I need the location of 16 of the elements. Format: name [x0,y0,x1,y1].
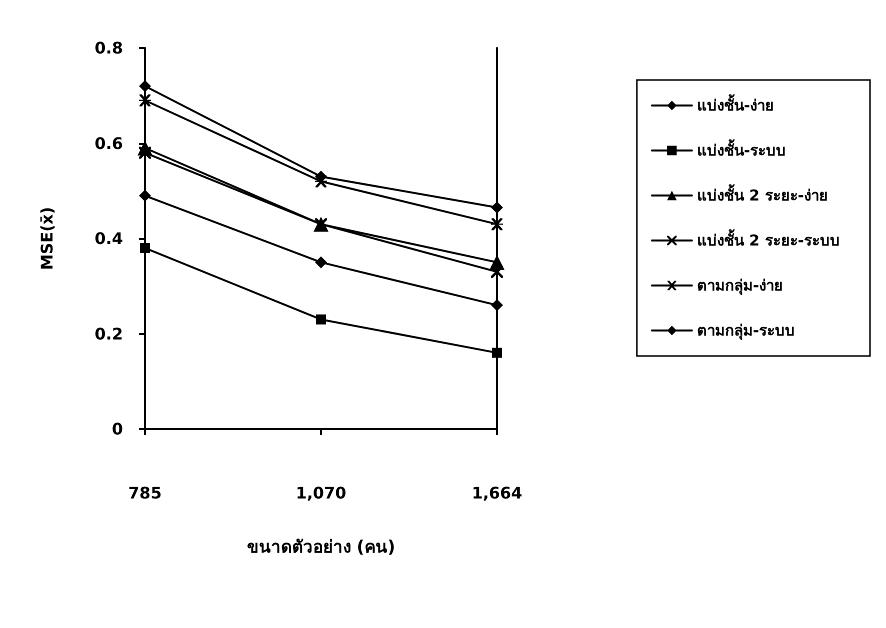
legend-label: ตามกลุ่ม-ระบบ [696,322,796,340]
x-tick-label: 785 [128,484,162,502]
y-tick-label: 0.6 [94,134,123,153]
legend-label: แบ่งชั้น-ระบบ [696,138,786,160]
y-tick-label: 0.4 [94,229,123,248]
y-tick-label: 0 [112,420,123,438]
legend-label: แบ่งชั้น 2 ระยะ-ง่าย [696,184,828,204]
x-tick-label: 1,664 [472,484,522,502]
x-tick-label: 1,070 [296,484,346,502]
legend-label: ตามกลุ่ม-ง่าย [696,276,784,296]
y-tick-label: 0.8 [94,38,123,58]
y-tick-label: 0.2 [94,324,123,344]
legend-label: แบ่งชั้น-ง่าย [696,94,774,114]
y-axis-title: MSE(x̄) [38,206,56,270]
x-axis-title: ขนาดตัวอย่าง (คน) [246,538,396,558]
legend-label: แบ่งชั้น 2 ระยะ-ระบบ [696,228,840,250]
